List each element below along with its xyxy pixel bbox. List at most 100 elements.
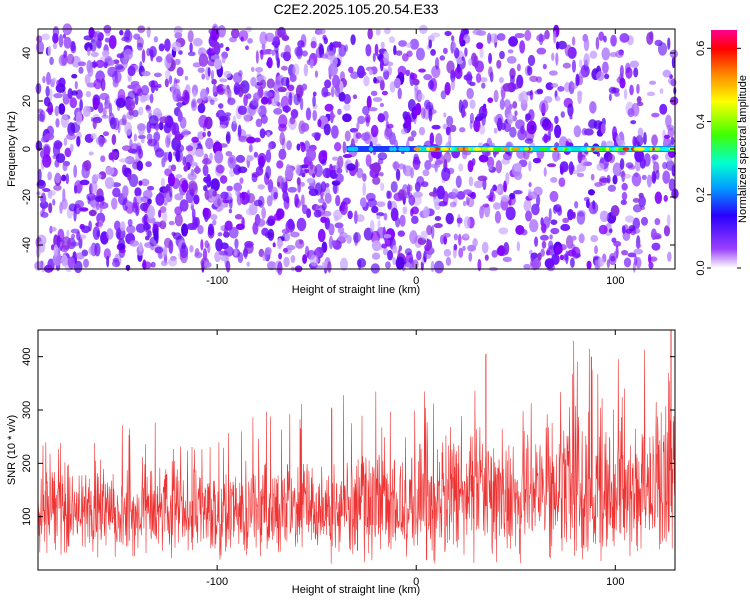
spectrogram-cell xyxy=(339,201,348,216)
spectrogram-cell xyxy=(477,175,488,182)
spectrogram-cell xyxy=(242,248,248,258)
spectrogram-cell xyxy=(41,204,45,214)
spectrogram-cell xyxy=(209,99,215,106)
spectrogram-cell xyxy=(623,257,632,268)
spectrogram-cell xyxy=(174,58,181,66)
spectrogram-cell xyxy=(571,235,577,241)
spectrogram-cell xyxy=(620,199,627,206)
spectrogram-cell xyxy=(583,37,590,52)
spectrogram-cell xyxy=(368,68,373,76)
spectrogram-cell xyxy=(420,107,426,119)
spectrogram-cell xyxy=(574,200,579,209)
spectrogram-cell xyxy=(615,50,624,58)
spectrogram-cell xyxy=(124,155,135,165)
spectrogram-cell xyxy=(210,213,218,221)
spectrogram-cell xyxy=(239,177,244,184)
spectrogram-cell xyxy=(60,114,69,128)
spectrogram-cell xyxy=(265,218,275,227)
spectrogram-cell xyxy=(610,34,617,47)
spectrogram-cell xyxy=(443,151,452,163)
spectrogram-cell xyxy=(550,177,558,183)
spectrogram-cell xyxy=(516,63,521,72)
band-spot xyxy=(512,147,520,151)
spectrogram-cell xyxy=(486,156,495,169)
spectrogram-cell xyxy=(146,121,152,134)
spectrogram-cell xyxy=(149,93,154,104)
spectrogram-cell xyxy=(158,209,162,218)
spectrogram-cell xyxy=(540,248,545,257)
spectrogram-cell xyxy=(651,134,658,146)
snr-x-label: Height of straight line (km) xyxy=(292,584,420,596)
spectrogram-cell xyxy=(309,58,314,69)
spectrogram-cell xyxy=(398,40,408,47)
spectrogram-cell xyxy=(87,196,91,205)
spectrogram-cell xyxy=(367,198,378,208)
spectrogram-cell xyxy=(192,142,198,149)
spectrogram-cell xyxy=(76,231,81,241)
spectrogram-cell xyxy=(376,201,386,207)
spectrogram-cell xyxy=(243,94,248,107)
spectrogram-cell xyxy=(248,144,253,153)
spectrogram-cell xyxy=(467,160,474,173)
spectrogram-cell xyxy=(343,93,352,105)
spectrogram-cell xyxy=(271,49,275,56)
spectrogram-cell xyxy=(82,105,91,117)
spectrogram-cell xyxy=(666,214,671,228)
spectrogram-cell xyxy=(436,185,445,200)
colorbar-gradient xyxy=(711,30,737,268)
spectrogram-cell xyxy=(632,204,642,213)
spectrogram-cell xyxy=(221,56,226,64)
spectrogram-cell xyxy=(548,240,554,250)
spectrogram-cell xyxy=(380,182,385,191)
spectrogram-cell xyxy=(264,32,275,43)
spectrogram-cell xyxy=(667,37,671,50)
spectrogram-cell xyxy=(393,45,397,56)
spectrogram-cell xyxy=(246,155,254,162)
spectrogram-cell xyxy=(663,134,670,139)
spectrogram-cell xyxy=(382,247,389,256)
spectrogram-cell xyxy=(652,172,657,183)
spectrogram-cell xyxy=(265,165,272,180)
spectrogram-cell xyxy=(147,230,152,238)
spectrogram-cell xyxy=(86,60,93,73)
spectrogram-cell xyxy=(530,252,535,262)
spectrogram-cell xyxy=(295,164,301,176)
spectrogram-cell xyxy=(381,90,388,96)
spectrogram-cell xyxy=(346,163,356,171)
spectrogram-cell xyxy=(211,40,220,53)
spectrogram-cell xyxy=(555,52,559,66)
spectrogram-cell xyxy=(306,148,317,162)
spectrogram-cell xyxy=(451,77,455,91)
spectrogram-cell xyxy=(324,79,332,89)
spectrogram-cell xyxy=(193,162,198,167)
spectrogram-cell xyxy=(537,252,542,261)
spectrogram-cell xyxy=(397,189,405,201)
spectrogram-cell xyxy=(148,115,159,126)
spectrogram-cell xyxy=(290,254,296,264)
spectrogram-cell xyxy=(595,71,605,82)
spectrogram-cell xyxy=(486,32,492,45)
spectrogram-cell xyxy=(292,63,300,77)
spectrogram-cell xyxy=(549,122,554,132)
spectrogram-cell xyxy=(266,61,271,67)
spectrogram-cell xyxy=(546,163,557,168)
spectrogram-cell xyxy=(259,128,266,139)
spectrogram-cell xyxy=(479,46,484,59)
spectrogram-cell xyxy=(289,116,296,125)
spectrogram-cell xyxy=(541,240,547,249)
spectrogram-cell xyxy=(280,76,290,87)
spectrogram-cell xyxy=(462,189,473,195)
spectrogram-cell xyxy=(407,98,416,112)
spectrogram-cell xyxy=(498,227,509,235)
band-spot xyxy=(451,147,456,151)
spectrogram-cell xyxy=(279,131,285,146)
spectrogram-cell xyxy=(146,109,152,114)
spectrogram-cell xyxy=(215,85,224,93)
spectrogram-cell xyxy=(430,260,435,273)
spectrogram-cell xyxy=(523,263,531,270)
spectrogram-cell xyxy=(190,168,195,177)
spectrogram-cell xyxy=(612,174,618,185)
spectrogram-cell xyxy=(473,118,481,133)
spectrogram-cell xyxy=(323,37,328,45)
snr-y-tick-label: 200 xyxy=(21,454,33,472)
